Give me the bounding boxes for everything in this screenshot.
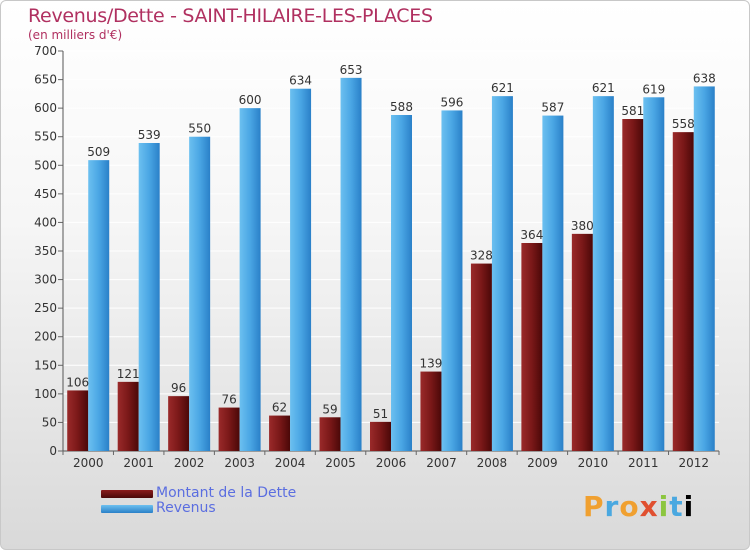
x-tick-label: 2005: [325, 456, 356, 470]
data-label-revenus: 619: [642, 82, 665, 96]
bar-dette: [470, 263, 492, 451]
y-tick-label: 500: [34, 158, 57, 172]
x-tick-label: 2004: [275, 456, 306, 470]
y-tick-label: 600: [34, 101, 57, 115]
data-label-dette: 76: [221, 393, 236, 407]
bar-revenus: [693, 86, 715, 451]
data-label-revenus: 596: [441, 95, 464, 109]
y-tick-label: 300: [34, 273, 57, 287]
data-label-revenus: 588: [390, 100, 413, 114]
bar-dette: [168, 396, 190, 451]
legend-swatch-dette: [101, 490, 153, 498]
legend-swatch-revenus: [101, 505, 153, 513]
bar-dette: [370, 421, 391, 451]
data-label-revenus: 621: [491, 81, 514, 95]
y-tick-label: 200: [34, 330, 57, 344]
bar-revenus: [643, 97, 665, 452]
y-tick-label: 150: [34, 358, 57, 372]
bar-dette: [319, 417, 341, 451]
bar-revenus: [441, 110, 463, 451]
y-tick-label: 650: [34, 73, 57, 87]
x-tick-label: 2006: [376, 456, 407, 470]
bar-revenus: [290, 88, 312, 451]
y-tick-label: 0: [49, 444, 57, 458]
data-label-dette: 59: [322, 402, 337, 416]
x-tick-label: 2002: [174, 456, 205, 470]
y-tick-label: 550: [34, 130, 57, 144]
data-label-dette: 96: [171, 381, 186, 395]
proxiti-logo: Proxiti: [583, 490, 695, 523]
data-label-revenus: 638: [693, 71, 716, 85]
bar-revenus: [88, 160, 110, 451]
bar-dette: [420, 371, 442, 451]
data-label-revenus: 621: [592, 81, 615, 95]
x-tick-label: 2003: [224, 456, 255, 470]
y-tick-label: 250: [34, 301, 57, 315]
x-tick-label: 2009: [527, 456, 558, 470]
bar-dette: [521, 243, 543, 451]
bar-revenus: [340, 77, 362, 451]
data-label-dette: 51: [373, 407, 388, 421]
chart-subtitle: (en milliers d'€): [28, 28, 123, 42]
x-tick-label: 2001: [123, 456, 154, 470]
bar-dette: [218, 407, 240, 451]
legend-label-dette: Montant de la Dette: [156, 485, 297, 501]
x-tick-label: 2010: [578, 456, 609, 470]
data-label-revenus: 653: [340, 63, 363, 77]
data-label-revenus: 600: [239, 93, 262, 107]
y-tick-label: 100: [34, 387, 57, 401]
data-label-dette: 380: [571, 219, 594, 233]
bar-revenus: [138, 143, 160, 451]
bar-dette: [672, 132, 694, 451]
bar-revenus: [391, 115, 412, 451]
data-label-dette: 581: [621, 104, 644, 118]
x-tick-label: 2000: [73, 456, 104, 470]
data-label-dette: 106: [66, 375, 89, 389]
data-label-dette: 139: [420, 357, 443, 371]
bar-dette: [571, 233, 593, 451]
data-label-revenus: 550: [188, 122, 211, 136]
bar-dette: [117, 381, 139, 451]
bar-revenus: [592, 96, 614, 452]
bar-revenus: [189, 136, 211, 451]
x-tick-label: 2008: [477, 456, 508, 470]
data-label-revenus: 509: [87, 145, 110, 159]
y-tick-label: 700: [34, 44, 57, 58]
data-label-dette: 62: [272, 401, 287, 415]
bar-revenus: [239, 108, 261, 452]
chart-title: Revenus/Dette - SAINT-HILAIRE-LES-PLACES: [28, 5, 433, 27]
y-tick-label: 350: [34, 244, 57, 258]
bar-revenus: [491, 96, 513, 452]
data-label-revenus: 587: [541, 101, 564, 115]
legend-label-revenus: Revenus: [156, 500, 216, 516]
y-tick-label: 400: [34, 215, 57, 229]
data-label-revenus: 634: [289, 74, 312, 88]
bar-dette: [67, 390, 89, 451]
y-tick-label: 450: [34, 187, 57, 201]
data-label-dette: 558: [672, 117, 695, 131]
y-tick-label: 50: [42, 415, 57, 429]
bar-dette: [269, 415, 291, 451]
x-tick-label: 2012: [678, 456, 709, 470]
bar-dette: [622, 119, 644, 451]
bar-revenus: [542, 115, 564, 452]
x-tick-label: 2007: [426, 456, 457, 470]
data-label-dette: 364: [520, 228, 543, 242]
data-label-dette: 121: [117, 367, 140, 381]
data-label-dette: 328: [470, 249, 493, 263]
x-tick-label: 2011: [628, 456, 659, 470]
data-label-revenus: 539: [138, 128, 161, 142]
